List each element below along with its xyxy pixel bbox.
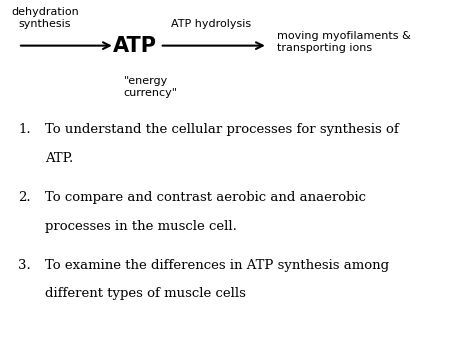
- Text: To examine the differences in ATP synthesis among: To examine the differences in ATP synthe…: [45, 259, 389, 271]
- Text: different types of muscle cells: different types of muscle cells: [45, 287, 246, 300]
- Text: dehydration
synthesis: dehydration synthesis: [11, 7, 79, 29]
- Text: To understand the cellular processes for synthesis of: To understand the cellular processes for…: [45, 123, 399, 136]
- Text: processes in the muscle cell.: processes in the muscle cell.: [45, 220, 237, 233]
- Text: ATP hydrolysis: ATP hydrolysis: [171, 19, 252, 29]
- Text: "energy
currency": "energy currency": [124, 76, 178, 98]
- Text: ATP.: ATP.: [45, 152, 73, 165]
- Text: 3.: 3.: [18, 259, 31, 271]
- Text: 2.: 2.: [18, 191, 31, 204]
- Text: moving myofilaments &
transporting ions: moving myofilaments & transporting ions: [277, 31, 410, 53]
- Text: 1.: 1.: [18, 123, 31, 136]
- Text: To compare and contrast aerobic and anaerobic: To compare and contrast aerobic and anae…: [45, 191, 366, 204]
- Text: ATP: ATP: [113, 35, 157, 56]
